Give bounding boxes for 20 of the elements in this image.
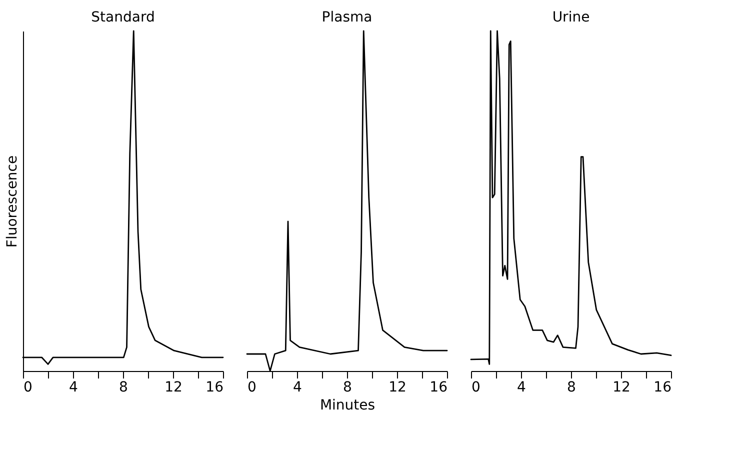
x-tick-label: 16 <box>430 380 448 396</box>
x-tick-label: 16 <box>654 380 672 396</box>
x-tick-label: 8 <box>343 380 352 396</box>
x-tick-label: 4 <box>517 380 526 396</box>
x-tick-label: 0 <box>472 380 480 396</box>
x-tick-label: 0 <box>24 380 32 396</box>
x-tick-label: 16 <box>206 380 224 396</box>
x-tick-label: 4 <box>69 380 78 396</box>
chart-title: Plasma <box>322 9 372 26</box>
x-tick-label: 8 <box>567 380 576 396</box>
x-tick-label: 0 <box>248 380 256 396</box>
x-tick-label: 12 <box>388 380 406 396</box>
chart-title: Urine <box>552 9 590 26</box>
x-tick-label: 12 <box>164 380 182 396</box>
y-axis-title: Fluorescence <box>4 155 20 248</box>
x-tick-label: 8 <box>119 380 128 396</box>
chart-title: Standard <box>91 9 155 26</box>
x-tick-label: 12 <box>612 380 630 396</box>
x-axis-title: Minutes <box>320 398 376 414</box>
x-tick-label: 4 <box>293 380 302 396</box>
